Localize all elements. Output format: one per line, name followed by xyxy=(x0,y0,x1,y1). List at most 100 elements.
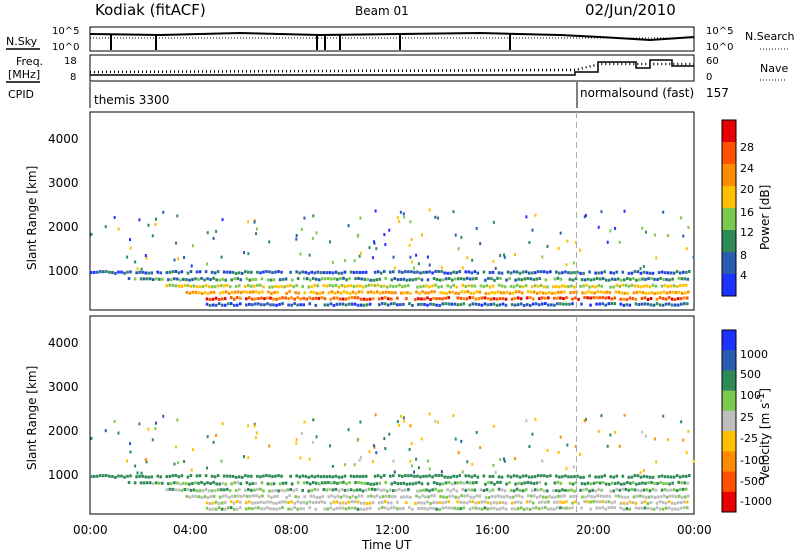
velocity-cell-band4 xyxy=(386,501,390,505)
power-cell-band3 xyxy=(297,291,300,295)
velocity-cell-band2 xyxy=(597,488,600,492)
power-cell-band0 xyxy=(413,270,416,274)
velocity-cell-band2 xyxy=(313,487,317,491)
velocity-cell-band5 xyxy=(610,506,614,510)
velocity-cell-band4 xyxy=(377,501,381,505)
velocity-cell-band3 xyxy=(448,494,451,498)
velocity-cell-band5 xyxy=(553,507,556,511)
power-cell-band0 xyxy=(168,270,172,274)
power-cell-band4 xyxy=(589,296,592,300)
power-scatter-cell xyxy=(315,231,318,235)
velocity-scatter-cell xyxy=(360,455,363,459)
power-cell-band3 xyxy=(345,291,349,295)
power-cell-band5 xyxy=(323,303,327,307)
power-cell-band2 xyxy=(645,284,649,288)
velocity-cell-band4 xyxy=(238,500,242,504)
velocity-cell-band5 xyxy=(522,507,526,511)
velocity-cell-band2 xyxy=(213,489,217,493)
velocity-cell-band1 xyxy=(330,481,333,485)
power-cell-band5 xyxy=(362,303,366,307)
power-cell-band1 xyxy=(559,277,563,281)
power-cell-band3 xyxy=(372,291,376,295)
velocity-cell-band4 xyxy=(682,500,686,504)
power-cell-band2 xyxy=(165,284,169,288)
velocity-cell-band2 xyxy=(555,489,558,493)
velocity-cell-band2 xyxy=(579,488,582,492)
velocity-scatter-cell xyxy=(492,463,495,467)
power-cell-band4 xyxy=(220,297,224,301)
power-cell-band2 xyxy=(219,284,223,288)
power-cell-band3 xyxy=(185,290,189,294)
power-cell-band1 xyxy=(459,277,463,281)
velocity-cell-band0 xyxy=(536,474,540,478)
velocity-cell-band3 xyxy=(671,494,675,498)
power-cell-band4 xyxy=(245,297,248,301)
velocity-cell-band3 xyxy=(360,494,364,498)
velocity-cell-band3 xyxy=(545,495,548,499)
power-cell-band1 xyxy=(529,277,533,281)
velocity-scatter-cell xyxy=(412,470,415,474)
power-cell-band2 xyxy=(346,284,350,288)
power-cell-band5 xyxy=(272,303,275,307)
power-cell-band1 xyxy=(345,278,348,282)
power-cell-band3 xyxy=(665,291,669,295)
power-cell-band0 xyxy=(621,270,625,274)
velocity-cell-band1 xyxy=(484,482,487,486)
velocity-cell-band3 xyxy=(267,494,270,498)
power-scatter-cell xyxy=(206,262,209,266)
power-cell-band4 xyxy=(610,297,614,301)
velocity-cell-band3 xyxy=(224,494,228,498)
power-cell-band0 xyxy=(250,270,253,274)
power-cell-band1 xyxy=(221,277,224,281)
velocity-cell-band1 xyxy=(221,481,224,485)
velocity-cell-band0 xyxy=(156,474,160,478)
velocity-cell-band3 xyxy=(638,494,642,498)
power-cell-band2 xyxy=(328,283,332,287)
power-cell-band0 xyxy=(343,270,347,274)
velocity-scatter-cell xyxy=(653,437,656,441)
velocity-cell-band5 xyxy=(377,507,381,511)
power-cell-band5 xyxy=(254,302,257,306)
power-cell-band3 xyxy=(333,291,337,295)
velocity-cell-band1 xyxy=(308,482,312,486)
velocity-cell-band1 xyxy=(318,482,321,486)
power-cell-band1 xyxy=(236,277,240,281)
velocity-cell-band1 xyxy=(456,481,460,485)
power-cell-band3 xyxy=(387,290,391,294)
power-cell-band4 xyxy=(685,296,689,300)
power-cell-band0 xyxy=(268,270,271,274)
velocity-cell-band2 xyxy=(500,488,504,492)
power-cell-band2 xyxy=(621,283,625,287)
velocity-cell-band5 xyxy=(477,507,481,511)
velocity-cell-band2 xyxy=(588,489,591,493)
power-cell-band1 xyxy=(592,277,596,281)
velocity-scatter-cell xyxy=(247,456,250,460)
power-cell-band1 xyxy=(580,278,584,282)
velocity-cell-band4 xyxy=(350,500,354,504)
power-cell-band2 xyxy=(352,285,356,289)
velocity-scatter-cell xyxy=(639,471,642,475)
power-cell-band2 xyxy=(234,284,238,288)
velocity-cell-band4 xyxy=(438,501,441,505)
power-cell-band3 xyxy=(439,291,442,295)
power-scatter-cell xyxy=(299,252,302,256)
power-cell-band5 xyxy=(447,302,450,306)
power-cell-band5 xyxy=(435,303,438,307)
velocity-cell-band4 xyxy=(685,500,689,504)
velocity-scatter-cell xyxy=(220,459,223,463)
velocity-cell-band0 xyxy=(401,474,404,478)
velocity-scatter-cell xyxy=(687,429,690,433)
power-cell-band1 xyxy=(160,277,164,281)
velocity-cell-band3 xyxy=(683,495,687,499)
velocity-scatter-cell xyxy=(303,420,306,424)
power-cell-band4 xyxy=(673,298,677,302)
velocity-scatter-cell xyxy=(415,457,418,461)
power-cell-band2 xyxy=(558,285,561,289)
velocity-cell-band0 xyxy=(355,474,359,478)
power-cell-band3 xyxy=(427,291,430,295)
power-cell-band4 xyxy=(604,296,608,300)
power-cell-band4 xyxy=(269,296,272,300)
velocity-cell-band0 xyxy=(407,474,410,478)
power-cell-band2 xyxy=(654,284,658,288)
velocity-scatter-cell xyxy=(398,424,401,428)
